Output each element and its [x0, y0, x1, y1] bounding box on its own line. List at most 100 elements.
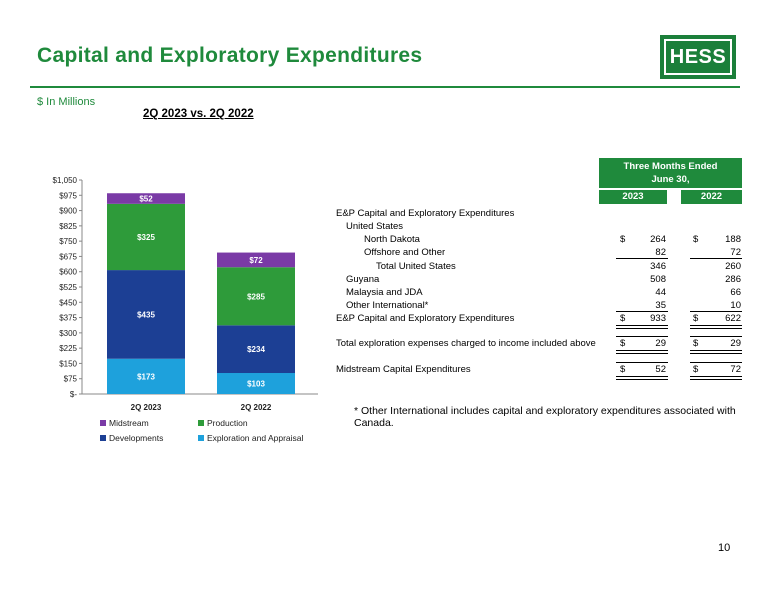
underline-2023: [616, 258, 668, 259]
y-tick-label: $450: [59, 298, 77, 307]
top-rule-2023: [616, 336, 668, 337]
bar-segment: [107, 193, 185, 204]
table-row: Guyana 508 286: [336, 273, 742, 286]
value-2023: 29: [655, 338, 666, 349]
legend-swatch: [198, 420, 204, 426]
row-label: North Dakota: [364, 234, 420, 245]
bar-value-label: $103: [247, 380, 265, 389]
value-2023: 264: [650, 234, 666, 245]
value-2022: 29: [730, 338, 741, 349]
hess-logo: HESS: [660, 35, 736, 79]
dollar-sign-2022: $: [693, 364, 699, 375]
table-row: United States: [336, 220, 742, 233]
y-tick-label: $525: [59, 283, 77, 292]
legend-label: Developments: [109, 433, 163, 443]
x-category-label: 2Q 2023: [131, 403, 162, 412]
dollar-sign-2023: $: [620, 313, 626, 324]
y-tick-label: $675: [59, 252, 77, 261]
bar-segment: [107, 203, 185, 271]
y-tick-label: $825: [59, 222, 77, 231]
double-rule-2023: [616, 376, 668, 380]
double-rule-2022: [690, 325, 742, 329]
row-label: Guyana: [346, 274, 380, 285]
table-row: E&P Capital and Exploratory Expenditures…: [336, 312, 742, 325]
value-2023: 933: [650, 313, 666, 324]
bar-segment: [217, 267, 295, 326]
table-row: Total United States 346 260: [336, 260, 742, 273]
legend-swatch: [198, 435, 204, 441]
value-2022: 72: [730, 364, 741, 375]
table-row: Offshore and Other 82 72: [336, 246, 742, 259]
bar-value-label: $234: [247, 345, 265, 354]
top-rule-2023: [616, 311, 668, 312]
value-2022: 72: [730, 247, 741, 258]
top-rule-2022: [690, 362, 742, 363]
legend-label: Production: [207, 418, 248, 428]
bar-segment: [217, 373, 295, 394]
double-rule-2022: [690, 350, 742, 354]
value-2023: 35: [655, 300, 666, 311]
dollar-sign-2023: $: [620, 364, 626, 375]
units-label: $ In Millions: [37, 96, 96, 108]
table-row: North Dakota $ $264 188: [336, 233, 742, 246]
row-label: Total United States: [376, 261, 456, 272]
row-label: Malaysia and JDA: [346, 287, 423, 298]
table-row: Total exploration expenses charged to in…: [336, 337, 742, 350]
bar-value-label: $325: [137, 233, 155, 242]
logo-text: HESS: [664, 39, 732, 75]
row-label: E&P Capital and Exploratory Expenditures: [336, 208, 515, 219]
y-tick-label: $900: [59, 207, 77, 216]
row-label: E&P Capital and Exploratory Expenditures: [336, 313, 515, 324]
table-row: Other International* 35 10: [336, 299, 742, 312]
bar-value-label: $52: [139, 195, 153, 204]
legend-swatch: [100, 420, 106, 426]
y-tick-label: $300: [59, 329, 77, 338]
table-header-line2: June 30,: [651, 174, 690, 185]
dollar-sign-2022: $: [693, 313, 699, 324]
dollar-sign-2022: $: [693, 338, 699, 349]
bar-segment: [217, 252, 295, 268]
y-tick-label: $150: [59, 359, 77, 368]
top-rule-2022: [690, 311, 742, 312]
double-rule-2023: [616, 350, 668, 354]
bar-value-label: $173: [137, 372, 155, 381]
bar-value-label: $285: [247, 292, 265, 301]
legend-label: Exploration and Appraisal: [207, 433, 304, 443]
y-tick-label: $75: [64, 375, 78, 384]
page-number: 10: [718, 542, 731, 554]
dollar-sign-2023: $: [620, 338, 626, 349]
row-label: United States: [346, 221, 404, 232]
dollar-sign-2022: $: [693, 234, 699, 245]
y-tick-label: $-: [70, 390, 77, 399]
table-row: E&P Capital and Exploratory Expenditures: [336, 207, 742, 220]
top-rule-2023: [616, 362, 668, 363]
value-2022: 10: [730, 300, 741, 311]
row-label: Midstream Capital Expenditures: [336, 364, 471, 375]
page-title: Capital and Exploratory Expenditures: [37, 44, 423, 67]
table-header-band: Three Months Ended June 30,: [599, 158, 742, 188]
table-row: Malaysia and JDA 44 66: [336, 286, 742, 299]
legend-swatch: [100, 435, 106, 441]
double-rule-2023: [616, 325, 668, 329]
x-category-label: 2Q 2022: [241, 403, 272, 412]
y-tick-label: $600: [59, 268, 77, 277]
value-2023: 52: [655, 364, 666, 375]
row-label: Total exploration expenses charged to in…: [336, 338, 596, 349]
value-2022: 188: [725, 234, 741, 245]
y-tick-label: $1,050: [53, 176, 78, 185]
year-header-2023: 2023: [599, 190, 667, 204]
y-tick-label: $975: [59, 191, 77, 200]
y-tick-label: $225: [59, 344, 77, 353]
y-tick-label: $375: [59, 314, 77, 323]
chart-subtitle: 2Q 2023 vs. 2Q 2022: [143, 108, 254, 120]
title-rule: [30, 86, 740, 88]
row-label: Offshore and Other: [364, 247, 446, 258]
footnote: * Other International includes capital a…: [354, 405, 736, 429]
value-2023: 346: [650, 261, 666, 272]
top-rule-2022: [690, 336, 742, 337]
underline-2022: [690, 258, 742, 259]
value-2022: 66: [730, 287, 741, 298]
value-2023: 508: [650, 274, 666, 285]
bar-value-label: $435: [137, 310, 155, 319]
table-header-line1: Three Months Ended: [623, 161, 718, 172]
